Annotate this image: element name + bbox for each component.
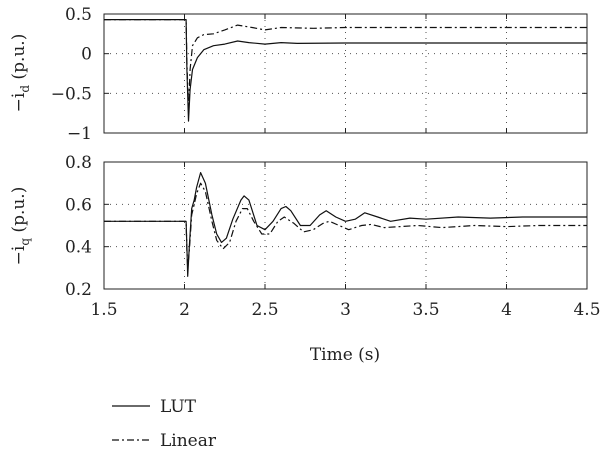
series-group-iq [104, 172, 587, 277]
x-tick-label: 4.5 [573, 300, 600, 320]
y-axis-label-iq: −iq (p.u.) [9, 187, 32, 266]
legend-label-linear: Linear [160, 431, 217, 451]
y-tick-label: −1 [67, 124, 92, 144]
plot-frame-id [103, 13, 588, 134]
y-tick-label: −0.5 [51, 84, 92, 104]
series-line-lut [104, 172, 587, 277]
ticks-iq: 0.8 0.6 0.4 0.21.5 2 2.5 3 3.5 4 4.5 [65, 153, 600, 320]
x-tick-label: 1.5 [90, 300, 117, 320]
x-tick-label: 2 [179, 300, 190, 320]
x-tick-label: 4 [501, 300, 512, 320]
legend-label-lut: LUT [160, 397, 197, 417]
y-tick-label: 0.4 [65, 238, 92, 258]
y-tick-label: 0.5 [65, 5, 92, 25]
x-tick-label: 3 [340, 300, 351, 320]
legend: LUT Linear [112, 397, 217, 451]
x-tick-label: 3.5 [412, 300, 439, 320]
series-line-linear [104, 19, 587, 110]
x-axis-label: Time (s) [310, 345, 380, 365]
x-tick-label: 2.5 [251, 300, 278, 320]
series-line-linear [104, 182, 587, 269]
y-tick-label: 0 [81, 45, 92, 65]
y-tick-label: 0.6 [65, 195, 92, 215]
grid-id [104, 14, 587, 133]
y-tick-label: 0.2 [65, 280, 92, 300]
series-group-id [104, 19, 587, 122]
y-axis-label-id: −id (p.u.) [9, 34, 32, 113]
chart-panel-id: 0.5 0 −0.5 −1 −id (p.u.) [9, 5, 588, 144]
plot-frame-iq [103, 161, 588, 290]
series-line-lut [104, 19, 587, 122]
grid-iq [104, 162, 587, 289]
ticks-id: 0.5 0 −0.5 −1 [51, 5, 588, 144]
y-tick-label: 0.8 [65, 153, 92, 173]
chart-panel-iq: 0.8 0.6 0.4 0.21.5 2 2.5 3 3.5 4 4.5 −iq (p.u.) T… [9, 153, 600, 365]
